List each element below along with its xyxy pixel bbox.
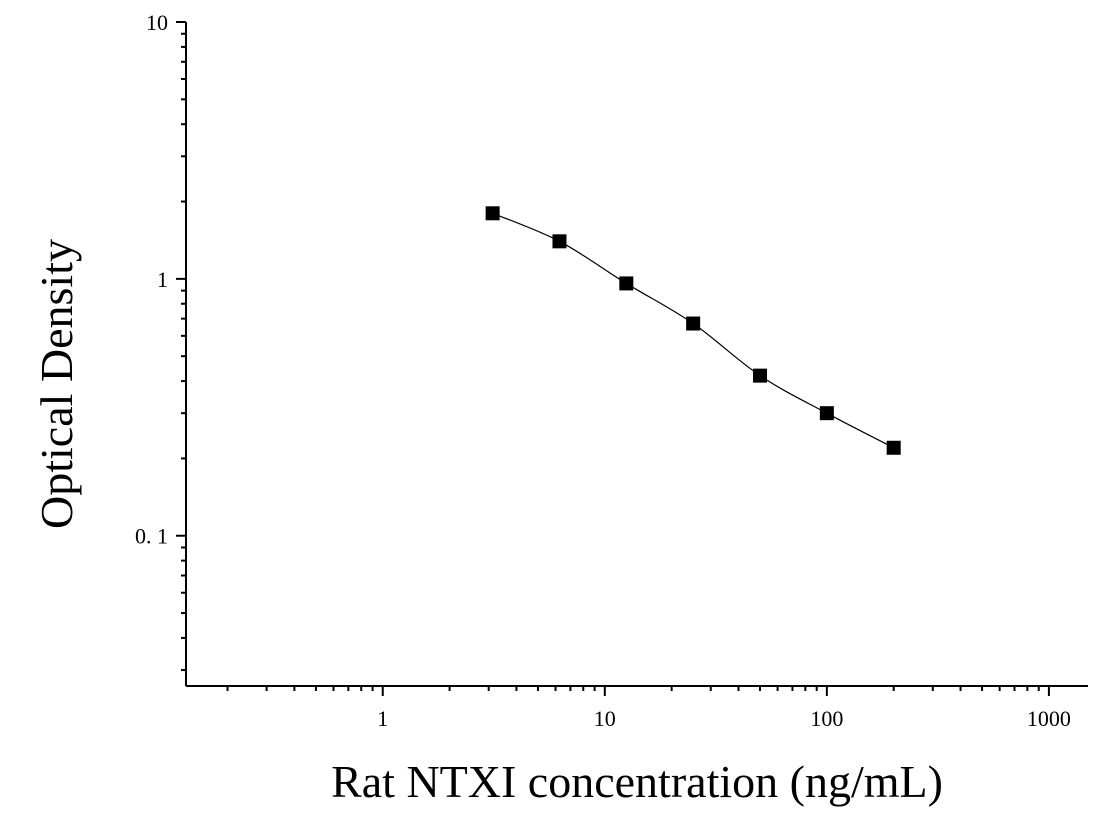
data-point <box>686 316 701 331</box>
y-tick-label: 1 <box>157 267 168 292</box>
x-tick-label: 1000 <box>1027 706 1071 731</box>
minor-ticks <box>181 32 1040 691</box>
x-axis-title: Rat NTXI concentration (ng/mL) <box>331 756 943 807</box>
data-point <box>819 406 834 421</box>
x-tick-label: 1 <box>377 706 388 731</box>
y-tick-label: 10 <box>146 10 168 35</box>
y-tick-label: 0. 1 <box>135 524 168 549</box>
y-tick-labels: 10 1 0. 1 <box>135 10 168 549</box>
x-tick-labels: 1 10 100 1000 <box>377 706 1071 731</box>
y-axis-title: Optical Density <box>31 239 82 529</box>
x-tick-label: 10 <box>594 706 616 731</box>
major-ticks <box>176 21 1050 696</box>
data-point <box>485 206 500 221</box>
x-tick-label: 100 <box>810 706 843 731</box>
data-points <box>485 206 901 455</box>
data-point <box>753 368 768 383</box>
data-point <box>552 234 567 249</box>
data-point <box>619 276 634 291</box>
data-point <box>886 440 901 455</box>
